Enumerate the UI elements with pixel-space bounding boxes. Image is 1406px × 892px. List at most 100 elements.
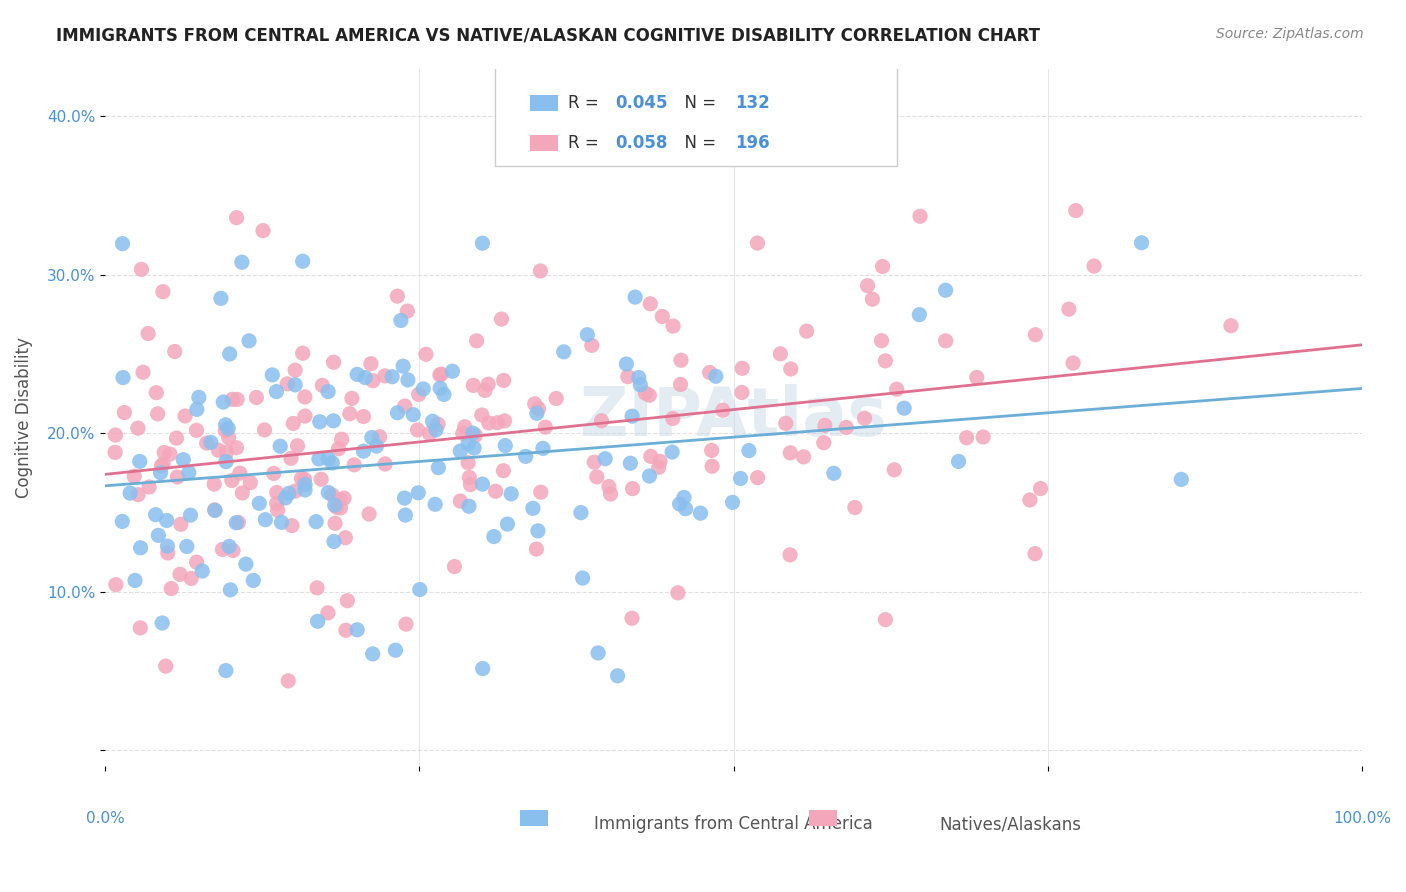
Natives/Alaskans (263, 467, 285, 481)
Natives/Alaskans (394, 399, 416, 413)
Natives/Alaskans (669, 377, 692, 392)
Immigrants from Central America (515, 450, 537, 464)
Natives/Alaskans (284, 363, 307, 377)
Immigrants from Central America (366, 439, 388, 453)
Natives/Alaskans (621, 482, 644, 496)
Natives/Alaskans (419, 426, 441, 441)
Text: 196: 196 (735, 134, 769, 152)
Natives/Alaskans (1062, 356, 1084, 370)
Immigrants from Central America (522, 501, 544, 516)
Natives/Alaskans (218, 431, 240, 445)
Natives/Alaskans (129, 621, 152, 635)
Natives/Alaskans (228, 516, 250, 530)
FancyBboxPatch shape (520, 810, 547, 826)
Natives/Alaskans (186, 423, 208, 437)
Natives/Alaskans (669, 353, 692, 368)
Text: Source: ZipAtlas.com: Source: ZipAtlas.com (1216, 27, 1364, 41)
Immigrants from Central America (149, 466, 172, 480)
Natives/Alaskans (374, 457, 396, 471)
Natives/Alaskans (585, 470, 607, 484)
Natives/Alaskans (484, 484, 506, 499)
Natives/Alaskans (104, 428, 127, 442)
Immigrants from Central America (316, 451, 339, 466)
Immigrants from Central America (307, 614, 329, 628)
Natives/Alaskans (222, 543, 245, 558)
Natives/Alaskans (875, 354, 897, 368)
Immigrants from Central America (721, 495, 744, 509)
Natives/Alaskans (152, 457, 174, 471)
Natives/Alaskans (427, 417, 450, 432)
Natives/Alaskans (494, 414, 516, 428)
Immigrants from Central America (381, 369, 404, 384)
Immigrants from Central America (606, 669, 628, 683)
Natives/Alaskans (214, 424, 236, 438)
Text: R =: R = (568, 134, 603, 152)
Immigrants from Central America (321, 456, 343, 470)
Immigrants from Central America (433, 387, 456, 401)
Immigrants from Central America (129, 541, 152, 555)
Natives/Alaskans (591, 414, 613, 428)
Immigrants from Central America (457, 436, 479, 450)
Natives/Alaskans (267, 503, 290, 517)
Natives/Alaskans (225, 211, 247, 225)
Natives/Alaskans (796, 324, 818, 338)
Immigrants from Central America (172, 452, 194, 467)
Natives/Alaskans (406, 423, 429, 437)
Natives/Alaskans (731, 361, 754, 376)
Natives/Alaskans (634, 386, 657, 401)
Immigrants from Central America (389, 313, 412, 327)
Immigrants from Central America (218, 347, 240, 361)
Immigrants from Central America (429, 381, 451, 395)
Natives/Alaskans (280, 451, 302, 466)
Natives/Alaskans (662, 319, 685, 334)
Natives/Alaskans (294, 409, 316, 423)
FancyBboxPatch shape (495, 62, 897, 166)
Natives/Alaskans (769, 347, 792, 361)
Natives/Alaskans (329, 500, 352, 515)
Immigrants from Central America (270, 516, 292, 530)
Immigrants from Central America (425, 423, 447, 437)
Natives/Alaskans (464, 428, 486, 442)
Natives/Alaskans (221, 392, 243, 407)
Natives/Alaskans (1024, 327, 1046, 342)
Immigrants from Central America (179, 508, 201, 523)
Natives/Alaskans (225, 441, 247, 455)
Natives/Alaskans (396, 304, 419, 318)
Natives/Alaskans (617, 369, 640, 384)
Natives/Alaskans (700, 443, 723, 458)
Immigrants from Central America (396, 373, 419, 387)
Natives/Alaskans (972, 430, 994, 444)
Immigrants from Central America (145, 508, 167, 522)
Immigrants from Central America (305, 515, 328, 529)
Natives/Alaskans (374, 368, 396, 383)
Natives/Alaskans (333, 491, 356, 506)
Natives/Alaskans (290, 471, 312, 485)
Immigrants from Central America (409, 582, 432, 597)
Immigrants from Central America (284, 377, 307, 392)
Natives/Alaskans (207, 443, 229, 458)
Natives/Alaskans (112, 405, 135, 419)
Immigrants from Central America (274, 491, 297, 505)
Immigrants from Central America (593, 451, 616, 466)
Immigrants from Central America (501, 487, 523, 501)
Natives/Alaskans (174, 409, 197, 423)
Immigrants from Central America (269, 439, 291, 453)
Immigrants from Central America (823, 467, 845, 481)
Immigrants from Central America (156, 513, 179, 527)
Immigrants from Central America (217, 421, 239, 435)
Natives/Alaskans (463, 378, 485, 392)
Natives/Alaskans (322, 355, 344, 369)
Natives/Alaskans (305, 581, 328, 595)
Immigrants from Central America (628, 377, 651, 392)
Text: R =: R = (568, 94, 603, 112)
Natives/Alaskans (860, 292, 883, 306)
Immigrants from Central America (124, 574, 146, 588)
Natives/Alaskans (460, 477, 482, 491)
Natives/Alaskans (195, 436, 218, 450)
Natives/Alaskans (775, 417, 797, 431)
Immigrants from Central America (218, 540, 240, 554)
Natives/Alaskans (492, 373, 515, 387)
Natives/Alaskans (886, 382, 908, 396)
Natives/Alaskans (1220, 318, 1243, 333)
Natives/Alaskans (335, 531, 357, 545)
